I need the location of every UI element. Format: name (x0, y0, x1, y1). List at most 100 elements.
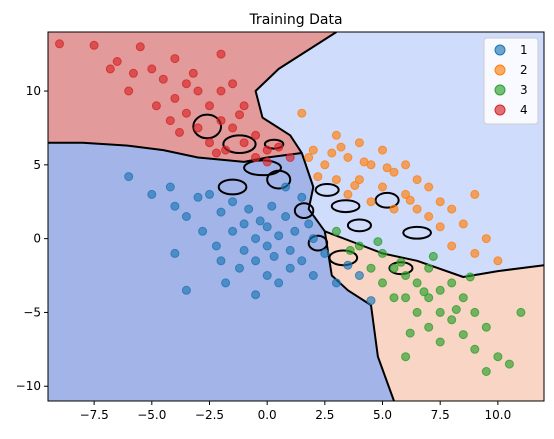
scatter-point-series-1 (281, 212, 291, 221)
scatter-point-series-3 (405, 328, 415, 338)
scatter-point-series-4 (188, 68, 198, 78)
scatter-point-series-1 (354, 271, 364, 280)
scatter-point-series-1 (308, 234, 318, 244)
scatter-point-series-3 (447, 278, 457, 288)
scatter-point-series-4 (216, 86, 226, 96)
scatter-point-series-1 (198, 226, 208, 236)
scatter-point-series-2 (320, 160, 330, 170)
boundary-island (307, 234, 329, 252)
scatter-point-series-1 (211, 241, 221, 251)
scatter-point-series-1 (262, 271, 272, 280)
plot-frame (47, 31, 545, 402)
scatter-point-series-1 (281, 182, 291, 192)
scatter-point-series-3 (401, 293, 411, 303)
scatter-point-series-1 (297, 192, 307, 202)
scatter-point-series-1 (228, 197, 238, 207)
scatter-point-series-1 (181, 285, 191, 295)
scatter-point-series-2 (401, 189, 411, 199)
scatter-point-series-3 (458, 293, 468, 303)
scatter-point-series-1 (244, 204, 254, 214)
scatter-point-series-2 (313, 172, 323, 182)
data-points (55, 39, 526, 376)
scatter-point-series-2 (331, 175, 341, 185)
scatter-point-series-3 (378, 248, 387, 258)
boundary-island (243, 159, 283, 177)
scatter-point-series-1 (124, 172, 134, 182)
scatter-point-series-3 (345, 245, 355, 255)
scatter-point-series-2 (389, 204, 399, 214)
legend-box (483, 37, 539, 125)
scatter-point-series-1 (255, 216, 265, 226)
scatter-point-series-4 (112, 57, 122, 66)
boundary-island (222, 134, 257, 155)
boundary-island (266, 169, 292, 190)
scatter-point-series-4 (274, 142, 284, 152)
scatter-point-series-3 (419, 287, 429, 297)
scatter-point-series-4 (151, 101, 161, 111)
x-tick-label: 5.0 (373, 408, 392, 422)
scatter-point-series-3 (470, 344, 480, 354)
y-tick-label: −10 (16, 379, 41, 393)
scatter-point-series-4 (228, 79, 238, 89)
scatter-point-series-4 (216, 49, 226, 59)
scatter-point-series-1 (147, 189, 157, 199)
scatter-point-series-2 (435, 197, 445, 207)
scatter-point-series-1 (269, 251, 279, 261)
scatter-point-series-2 (343, 153, 353, 162)
scatter-point-series-1 (181, 212, 191, 221)
scatter-point-series-2 (447, 204, 457, 214)
boundary-island (374, 191, 400, 209)
scatter-point-series-3 (424, 322, 434, 332)
scatter-point-series-2 (424, 182, 434, 192)
x-axis: −7.5 −5.0 −2.5 0.0 2.5 5.0 7.5 10.0 (80, 401, 511, 422)
scatter-point-series-2 (470, 248, 480, 258)
x-tick-label: −7.5 (80, 408, 109, 422)
scatter-point-series-2 (354, 138, 364, 148)
legend-label-1: 1 (520, 43, 528, 57)
boundary-island (293, 202, 315, 219)
scatter-point-series-2 (389, 167, 399, 177)
scatter-point-series-4 (239, 101, 249, 111)
x-tick-label: 0.0 (258, 408, 277, 422)
scatter-point-series-3 (373, 237, 383, 247)
scatter-point-series-1 (239, 219, 249, 229)
scatter-point-series-4 (181, 79, 191, 89)
scatter-point-series-3 (366, 263, 376, 273)
scatter-point-series-2 (336, 142, 346, 152)
scatter-point-series-4 (193, 123, 203, 133)
scatter-point-series-1 (251, 234, 261, 244)
scatter-point-series-2 (343, 189, 353, 199)
scatter-point-series-1 (297, 256, 307, 266)
scatter-point-series-3 (493, 352, 503, 362)
scatter-point-series-4 (55, 39, 64, 49)
scatter-point-series-4 (170, 93, 180, 103)
boundary-island (314, 183, 340, 197)
scatter-point-series-4 (211, 148, 221, 158)
x-tick-label: 2.5 (315, 408, 334, 422)
scatter-point-series-2 (401, 160, 411, 170)
scatter-point-series-1 (216, 207, 226, 217)
scatter-point-series-2 (458, 219, 468, 229)
legend-marker-4 (494, 104, 506, 116)
scatter-point-series-1 (235, 263, 244, 273)
scatter-point-series-2 (378, 145, 387, 155)
scatter-point-series-3 (389, 263, 399, 273)
scatter-point-series-2 (331, 130, 341, 140)
scatter-point-series-1 (366, 296, 376, 306)
scatter-point-series-4 (205, 138, 214, 148)
legend-marker-3 (494, 84, 506, 96)
boundary-island (346, 218, 372, 233)
scatter-point-series-2 (424, 212, 434, 221)
scatter-point-series-4 (262, 145, 272, 155)
scatter-point-series-2 (297, 108, 307, 118)
y-tick-label: 5 (33, 158, 41, 172)
scatter-point-series-3 (412, 278, 422, 288)
scatter-point-series-1 (267, 201, 277, 211)
scatter-point-series-1 (304, 219, 314, 229)
scatter-point-series-4 (221, 145, 231, 155)
scatter-point-series-2 (435, 222, 445, 232)
scatter-point-series-1 (285, 263, 295, 273)
legend: 1 2 3 4 (483, 37, 539, 125)
scatter-point-series-2 (354, 175, 364, 185)
scatter-point-series-1 (170, 248, 180, 258)
